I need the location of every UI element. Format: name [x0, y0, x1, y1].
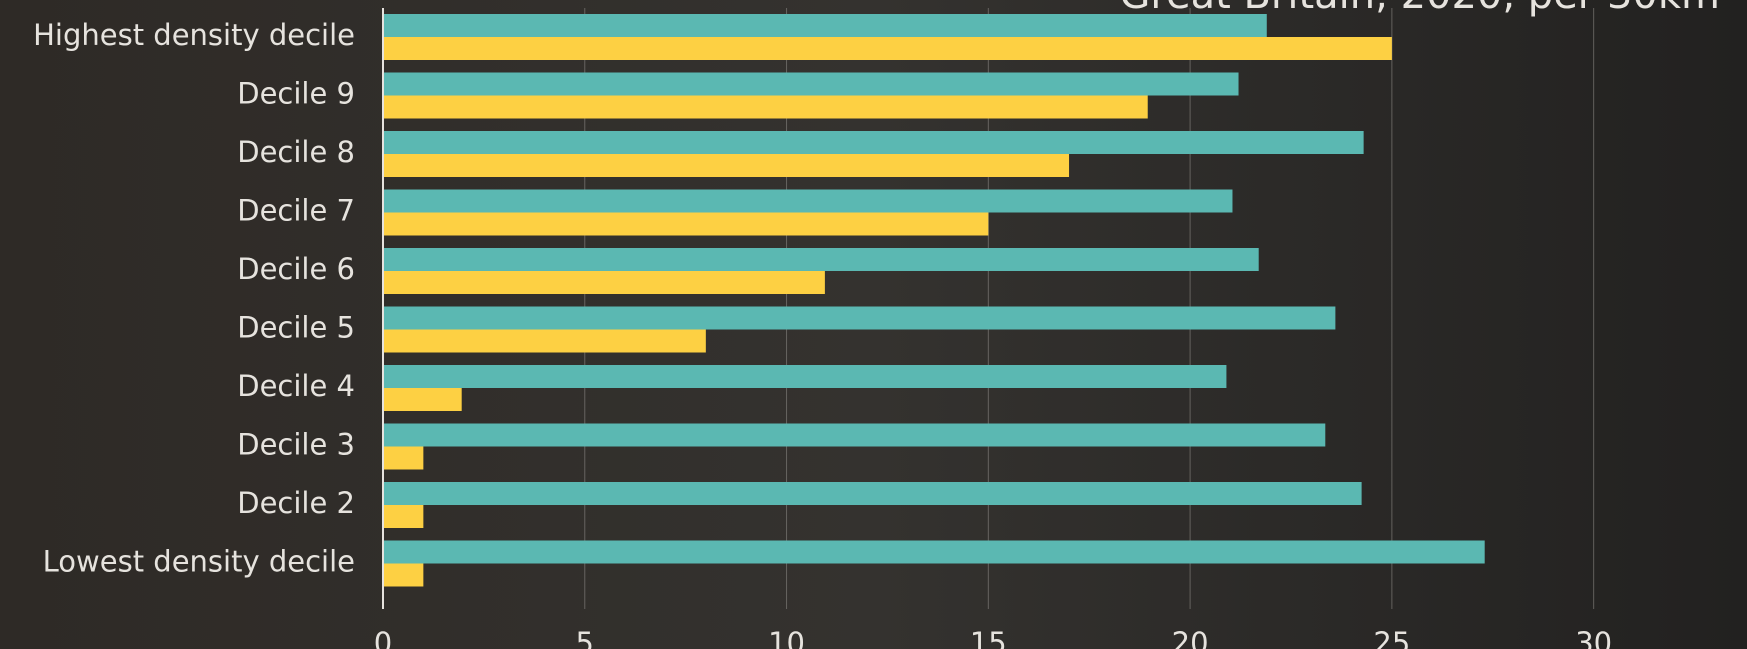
y-tick-label: Highest density decile: [33, 18, 355, 52]
bar: [383, 307, 1335, 330]
bar: [383, 424, 1325, 447]
bar: [383, 96, 1148, 119]
x-tick-label: 25: [1373, 626, 1410, 649]
bar: [383, 388, 462, 411]
bar: [383, 213, 988, 236]
y-tick-label: Decile 7: [237, 194, 355, 228]
y-tick-label: Lowest density decile: [43, 545, 355, 579]
bar: [383, 330, 706, 353]
bar: [383, 248, 1259, 271]
x-tick-label: 15: [970, 626, 1007, 649]
bar: [383, 271, 825, 294]
x-tick-label: 20: [1172, 626, 1209, 649]
bar: [383, 482, 1362, 505]
y-tick-label: Decile 6: [237, 252, 355, 286]
bar: [383, 505, 423, 528]
x-tick-label: 0: [374, 626, 392, 649]
y-tick-label: Decile 2: [237, 486, 355, 520]
y-tick-label: Decile 8: [237, 135, 355, 169]
x-tick-label: 30: [1575, 626, 1612, 649]
chart: Great Britain, 2020, per 30km 0510152025…: [0, 0, 1747, 649]
y-tick-label: Decile 5: [237, 311, 355, 345]
bar: [383, 14, 1267, 37]
x-tick-label: 5: [576, 626, 594, 649]
bar: [383, 131, 1364, 154]
bar: [383, 154, 1069, 177]
bar: [383, 541, 1485, 564]
y-tick-label: Decile 4: [237, 369, 355, 403]
bar: [383, 73, 1239, 96]
bar: [383, 447, 423, 470]
y-tick-label: Decile 9: [237, 77, 355, 111]
bar: [383, 190, 1232, 213]
x-tick-label: 10: [768, 626, 805, 649]
y-tick-label: Decile 3: [237, 428, 355, 462]
bar: [383, 37, 1392, 60]
bar: [383, 564, 423, 587]
bar: [383, 365, 1226, 388]
